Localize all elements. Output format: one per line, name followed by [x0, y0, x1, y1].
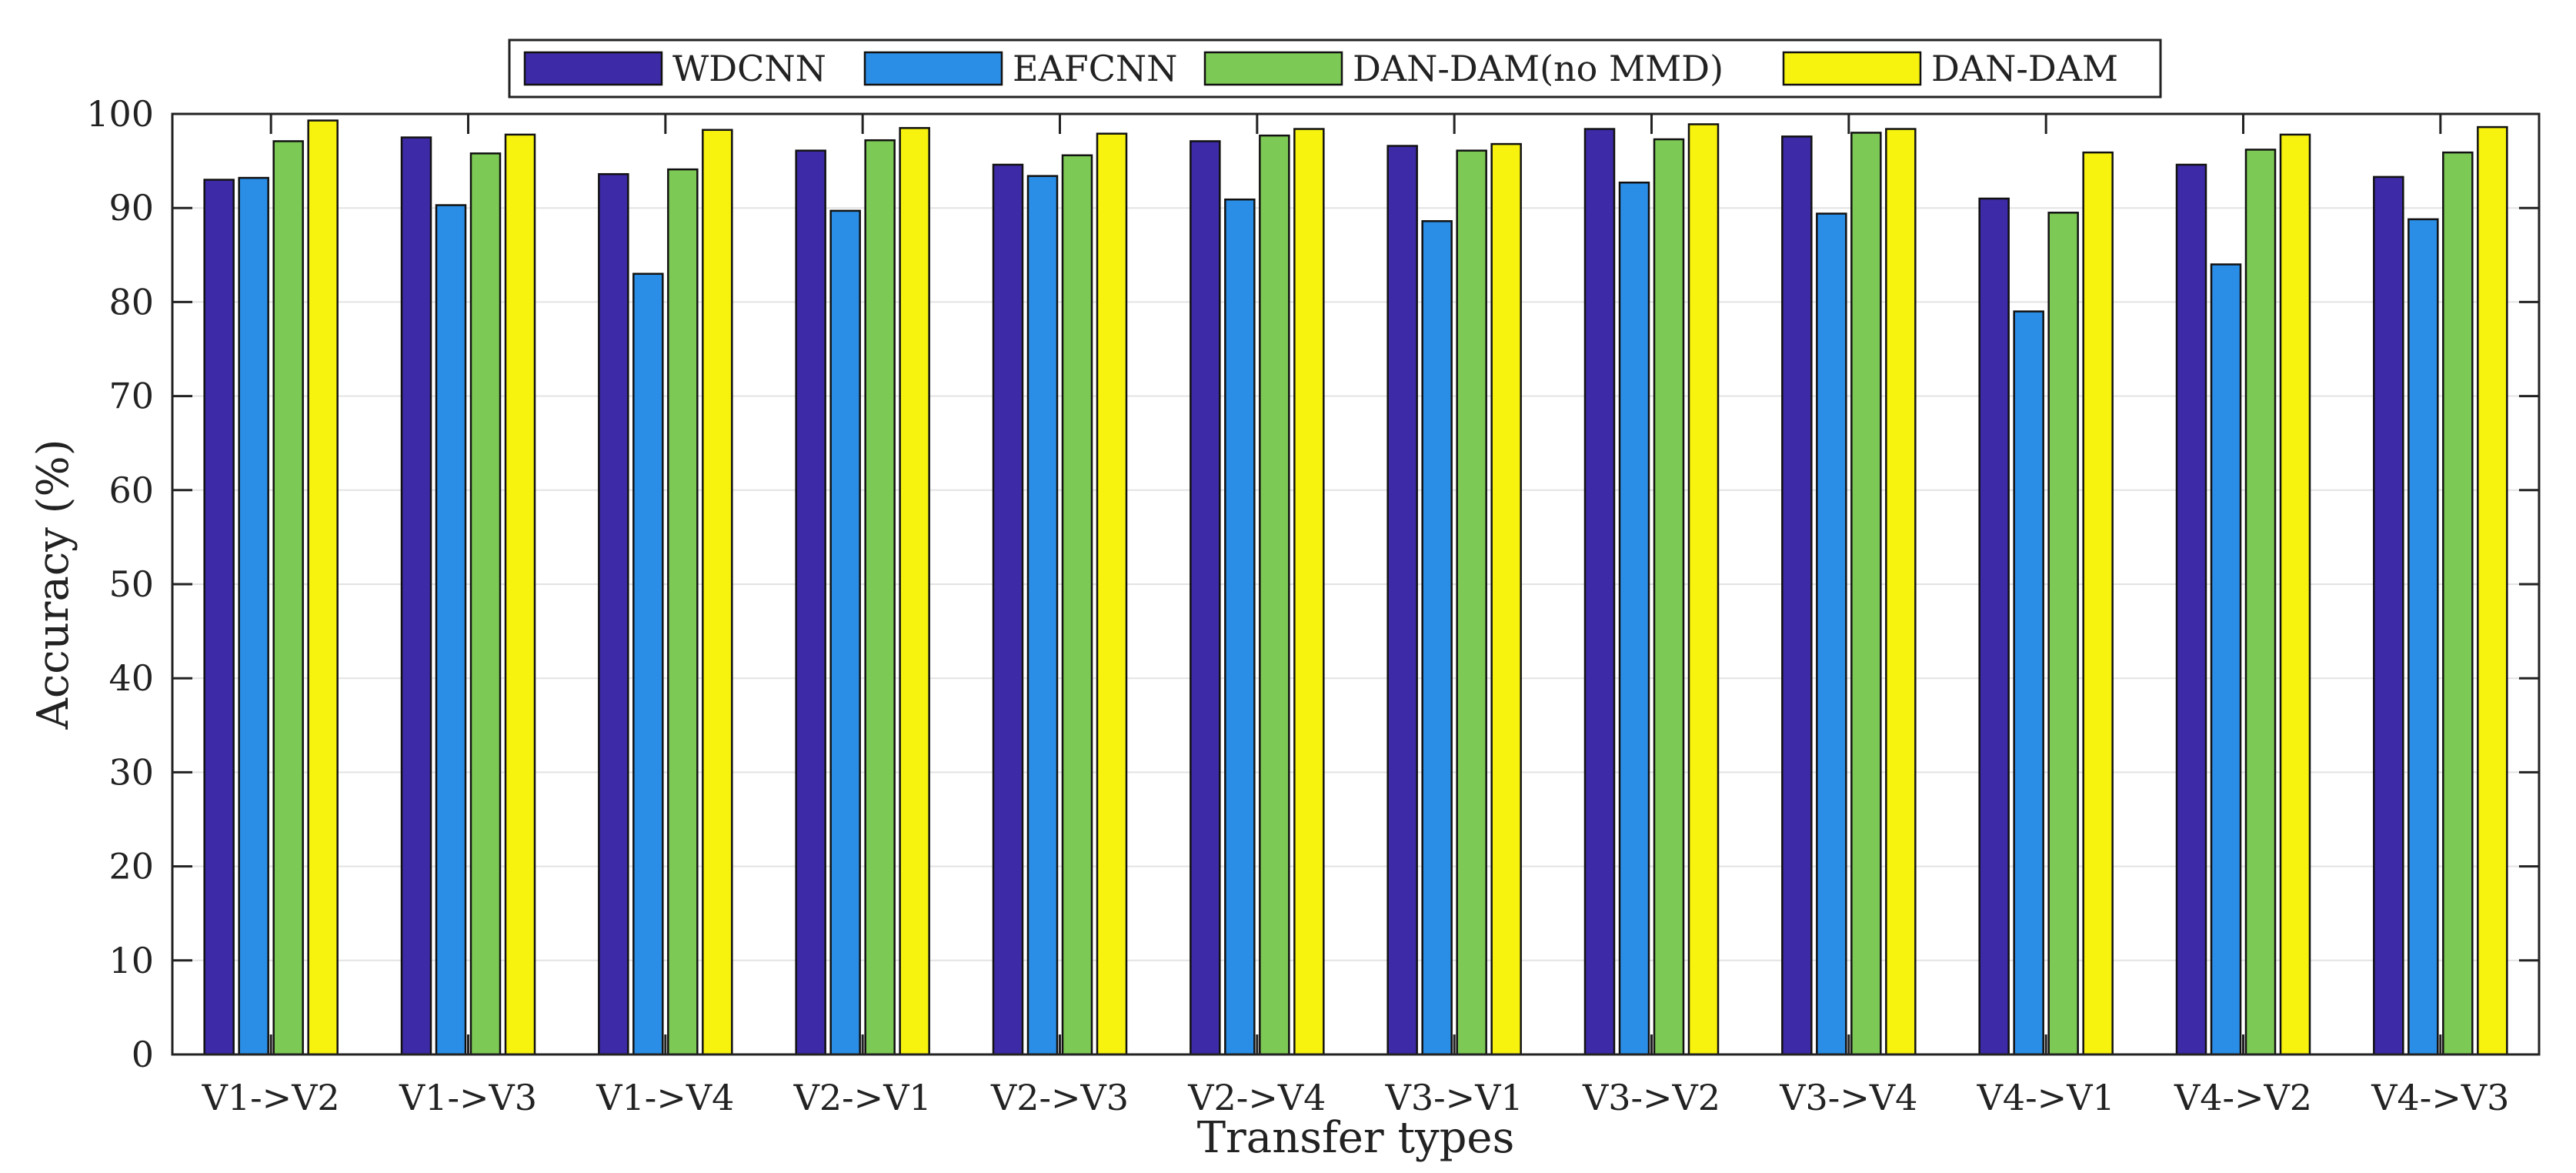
bar-wdcnn-v2-v4	[1190, 140, 1221, 1056]
legend-swatch	[523, 51, 663, 86]
bar-eafcnn-v2-v3	[1026, 175, 1059, 1056]
bars	[203, 119, 2508, 1056]
bar-dan-dam-v4-v2	[2279, 133, 2311, 1056]
bar-dan-dam-v4-v3	[2477, 125, 2508, 1056]
bar-dan-dam-v3-v2	[1687, 123, 1720, 1056]
bar-wdcnn-v1-v2	[203, 179, 235, 1056]
bar-eafcnn-v1-v3	[435, 204, 467, 1056]
bar-dan-dam-v1-v4	[702, 129, 733, 1056]
bar-wdcnn-v2-v1	[795, 149, 826, 1056]
y-tick-label: 50	[108, 563, 154, 605]
bar-eafcnn-v4-v3	[2407, 218, 2439, 1056]
y-tick-label: 60	[108, 470, 154, 511]
bar-dan-dam-no-mmd-v2-v1	[864, 139, 896, 1056]
x-tick-label: V3->V4	[1779, 1077, 1917, 1118]
legend-label: DAN-DAM(no MMD)	[1353, 48, 1723, 89]
legend-swatch	[1203, 51, 1343, 86]
bar-dan-dam-no-mmd-v4-v1	[2047, 212, 2079, 1056]
y-tick-label: 70	[108, 376, 154, 417]
bar-dan-dam-v1-v2	[307, 119, 339, 1056]
x-tick-label: V4->V2	[2174, 1077, 2312, 1118]
bar-wdcnn-v4-v3	[2373, 175, 2404, 1056]
x-tick-label: V2->V1	[793, 1077, 932, 1118]
bar-wdcnn-v2-v3	[992, 163, 1024, 1056]
legend-swatch	[863, 51, 1003, 86]
bar-eafcnn-v2-v1	[829, 209, 861, 1056]
bar-dan-dam-no-mmd-v1-v2	[272, 140, 304, 1056]
x-tick-label: V3->V2	[1582, 1077, 1720, 1118]
x-tick-label: V4->V1	[1977, 1077, 2115, 1118]
bar-wdcnn-v4-v2	[2175, 163, 2207, 1056]
bar-dan-dam-v2-v4	[1293, 128, 1325, 1056]
bar-wdcnn-v1-v3	[400, 136, 432, 1056]
bar-dan-dam-v1-v3	[504, 133, 536, 1056]
y-tick-label: 90	[108, 187, 154, 229]
bar-dan-dam-no-mmd-v1-v4	[667, 168, 699, 1056]
x-tick-label: V1->V4	[596, 1077, 734, 1118]
bar-dan-dam-v2-v1	[899, 127, 930, 1056]
bar-eafcnn-v3-v2	[1618, 181, 1650, 1056]
bar-dan-dam-no-mmd-v1-v3	[469, 152, 502, 1056]
y-tick-label: 20	[108, 846, 154, 887]
bar-dan-dam-v4-v1	[2082, 151, 2114, 1056]
y-tick-label: 0	[132, 1034, 154, 1075]
bar-eafcnn-v3-v1	[1421, 220, 1453, 1056]
x-axis-label: Transfer types	[1197, 1113, 1515, 1163]
x-tick-label: V1->V2	[202, 1077, 340, 1118]
y-tick-label: 30	[108, 751, 154, 793]
bar-eafcnn-v1-v2	[238, 176, 269, 1056]
x-tick-label: V4->V3	[2371, 1077, 2509, 1118]
y-tick-label: 80	[108, 281, 154, 322]
x-tick-label: V2->V4	[1187, 1077, 1326, 1118]
bar-wdcnn-v3-v1	[1386, 145, 1418, 1056]
bar-eafcnn-v3-v4	[1816, 212, 1847, 1056]
bar-wdcnn-v1-v4	[598, 172, 629, 1056]
legend-swatch	[1782, 51, 1922, 86]
y-tick-label: 40	[108, 657, 154, 699]
legend: WDCNN EAFCNN DAN-DAM(no MMD) DAN-DAM	[508, 38, 2162, 99]
bar-dan-dam-no-mmd-v3-v1	[1456, 149, 1487, 1056]
x-tick-label: V3->V1	[1385, 1077, 1523, 1118]
bar-eafcnn-v2-v4	[1224, 198, 1256, 1056]
bar-eafcnn-v4-v1	[2013, 310, 2044, 1056]
bar-wdcnn-v3-v4	[1781, 135, 1813, 1056]
x-tick-label: V2->V3	[990, 1077, 1129, 1118]
bar-dan-dam-v2-v3	[1096, 132, 1128, 1056]
bar-dan-dam-no-mmd-v3-v2	[1653, 138, 1685, 1056]
grid-lines	[172, 207, 2539, 961]
axis-ticks: 0 10 20 30 40 50 60 70 80 90 100 V1->V2 V1->V3 V1->V4…	[86, 93, 2539, 1118]
bar-dan-dam-v3-v4	[1885, 128, 1917, 1056]
legend-label: WDCNN	[672, 48, 826, 89]
legend-label: DAN-DAM	[1931, 48, 2118, 89]
bar-dan-dam-no-mmd-v4-v2	[2244, 149, 2277, 1056]
bar-dan-dam-no-mmd-v2-v4	[1259, 134, 1290, 1056]
bar-wdcnn-v4-v1	[1978, 197, 2010, 1056]
y-axis-label: Accuracy (%)	[28, 439, 78, 730]
x-tick-label: V1->V3	[399, 1077, 537, 1118]
bar-dan-dam-v3-v1	[1490, 142, 1522, 1056]
bar-eafcnn-v1-v4	[632, 272, 664, 1056]
bar-eafcnn-v4-v2	[2210, 263, 2242, 1056]
y-tick-label: 100	[86, 93, 154, 135]
bar-dan-dam-no-mmd-v2-v3	[1061, 154, 1093, 1056]
legend-label: EAFCNN	[1013, 48, 1177, 89]
bar-dan-dam-no-mmd-v3-v4	[1850, 132, 1882, 1056]
bar-wdcnn-v3-v2	[1583, 128, 1616, 1056]
bar-dan-dam-no-mmd-v4-v3	[2442, 151, 2474, 1056]
y-tick-label: 10	[108, 940, 154, 981]
